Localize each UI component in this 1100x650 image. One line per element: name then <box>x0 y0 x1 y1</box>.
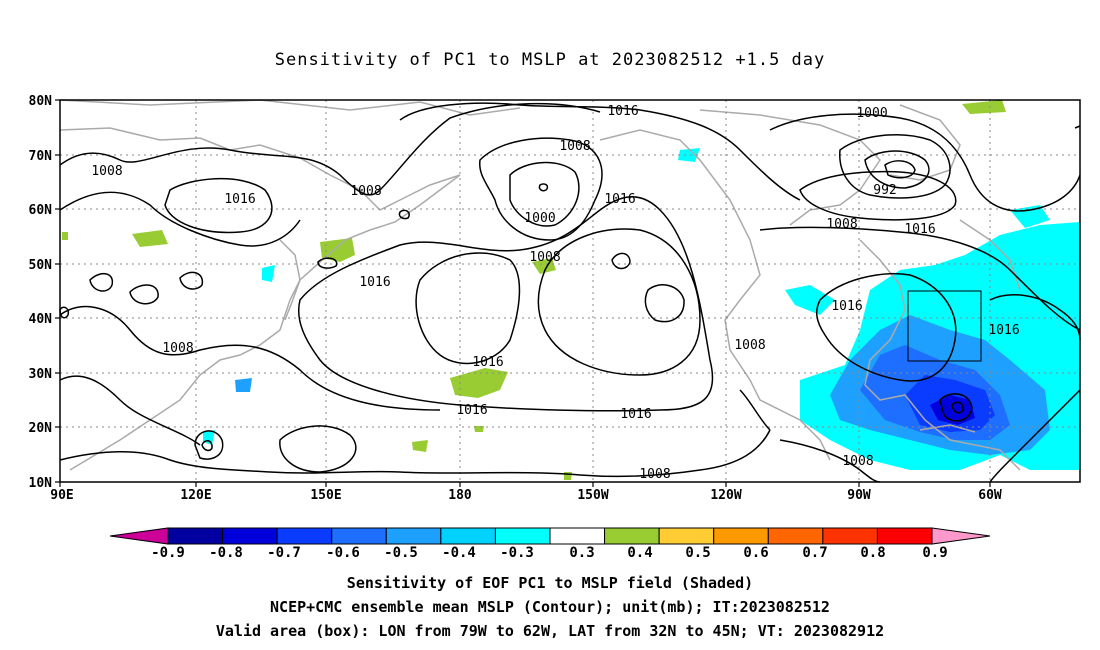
colorbar-swatch <box>876 527 933 545</box>
lat-tick-label: 80N <box>29 94 53 109</box>
colorbar-swatch <box>658 527 715 545</box>
lat-tick-label: 60N <box>29 203 53 218</box>
lat-tick-label: 30N <box>29 367 53 382</box>
lon-tick-label: 120W <box>710 488 741 503</box>
colorbar-label: 0.7 <box>802 545 827 561</box>
contour-label: 1000 <box>524 211 555 226</box>
lat-tick-label: 70N <box>29 149 53 164</box>
colorbar-label: -0.7 <box>267 545 301 561</box>
graticule <box>60 100 1080 482</box>
colorbar-label: 0.5 <box>685 545 710 561</box>
contour-label: 1016 <box>607 104 638 119</box>
contour-label: 1016 <box>224 192 255 207</box>
contour-label: 1016 <box>472 355 503 370</box>
lat-tick-label: 10N <box>29 476 53 491</box>
contour-label: 1008 <box>559 139 590 154</box>
colorbar-label: -0.4 <box>442 545 476 561</box>
colorbar-swatch <box>385 527 442 545</box>
lon-tick-label: 150W <box>577 488 608 503</box>
colorbar-low-end <box>109 527 169 545</box>
lat-tick-label: 20N <box>29 421 53 436</box>
lat-tick-label: 50N <box>29 258 53 273</box>
colorbar-swatch <box>822 527 878 545</box>
colorbar-swatch <box>604 527 660 545</box>
contour-label: 1016 <box>904 222 935 237</box>
colorbar-swatch <box>713 527 769 545</box>
lon-tick-label: 90E <box>50 488 73 503</box>
latitude-labels: 80N 70N 60N 50N 40N 30N 20N 10N <box>29 94 53 491</box>
colorbar-swatch <box>494 527 551 545</box>
contour-labels: 1016 1008 1000 992 1016 1008 1016 1008 1… <box>91 104 1019 482</box>
colorbar-swatch <box>767 527 824 545</box>
sensitivity-shading <box>62 100 1080 480</box>
colorbar-label: 0.9 <box>922 545 947 561</box>
colorbar-label: -0.5 <box>384 545 418 561</box>
colorbar-swatch <box>276 527 333 545</box>
mslp-contours <box>59 102 1081 483</box>
colorbar: -0.9 -0.8 -0.7 -0.6 -0.5 -0.4 -0.3 0.3 0… <box>109 527 991 561</box>
lon-tick-label: 150E <box>310 488 341 503</box>
contour-label: 1008 <box>350 184 381 199</box>
contour-label: 992 <box>873 183 896 198</box>
contour-label: 1000 <box>856 106 887 121</box>
caption-line-3: Valid area (box): LON from 79W to 62W, L… <box>215 622 885 640</box>
lon-tick-label: 60W <box>978 488 1002 503</box>
caption-line-2: NCEP+CMC ensemble mean MSLP (Contour); u… <box>270 598 830 616</box>
contour-label: 1008 <box>842 454 873 469</box>
colorbar-label: -0.8 <box>209 545 243 561</box>
lon-tick-label: 180 <box>448 488 472 503</box>
colorbar-label: -0.9 <box>151 545 185 561</box>
valid-area-box <box>907 290 982 362</box>
lat-tick-label: 40N <box>29 312 53 327</box>
contour-label: 1016 <box>456 403 487 418</box>
map-frame <box>59 99 1081 483</box>
colorbar-swatch <box>222 527 278 545</box>
contour-label: 1008 <box>826 217 857 232</box>
lon-tick-label: 90W <box>847 488 871 503</box>
colorbar-swatch <box>331 527 387 545</box>
lon-tick-label: 120E <box>180 488 211 503</box>
contour-label: 1016 <box>831 299 862 314</box>
contour-label: 1016 <box>988 323 1019 338</box>
colorbar-high-end <box>931 527 991 545</box>
colorbar-swatch <box>167 527 224 545</box>
colorbar-label: 0.3 <box>569 545 594 561</box>
colorbar-label: 0.4 <box>627 545 652 561</box>
colorbar-label: 0.6 <box>743 545 768 561</box>
contour-label: 1008 <box>734 338 765 353</box>
colorbar-label: -0.6 <box>326 545 360 561</box>
contour-label: 1008 <box>639 467 670 482</box>
contour-label: 1008 <box>162 341 193 356</box>
contour-label: 1016 <box>620 407 651 422</box>
colorbar-label: 0.8 <box>860 545 885 561</box>
contour-label: 1008 <box>529 250 560 265</box>
longitude-labels: 90E 120E 150E 180 150W 120W 90W 60W <box>50 488 1002 503</box>
contour-label: 1016 <box>359 275 390 290</box>
colorbar-label: -0.3 <box>500 545 534 561</box>
contour-label: 1016 <box>604 192 635 207</box>
colorbar-swatch <box>549 527 606 545</box>
caption-line-1: Sensitivity of EOF PC1 to MSLP field (Sh… <box>346 574 754 592</box>
colorbar-swatch <box>440 527 496 545</box>
map-title: Sensitivity of PC1 to MSLP at 2023082512… <box>274 50 826 70</box>
contour-label: 1008 <box>91 164 122 179</box>
